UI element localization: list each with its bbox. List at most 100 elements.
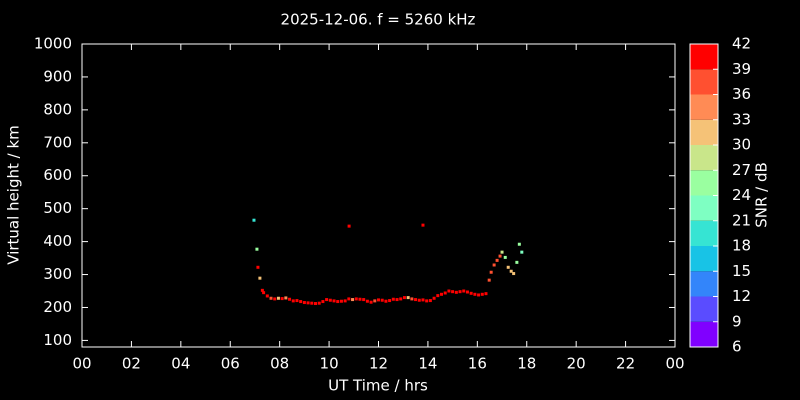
colorbar-tick-label: 30 <box>732 136 751 154</box>
data-point <box>252 218 256 222</box>
x-tick-label: 14 <box>418 355 437 373</box>
colorbar-band <box>690 296 718 322</box>
data-point <box>473 292 477 296</box>
data-point <box>440 292 444 296</box>
colorbar-tick-label: 27 <box>732 161 751 179</box>
data-point <box>276 296 280 300</box>
colorbar-tick-label: 12 <box>732 287 751 305</box>
data-point <box>369 300 373 304</box>
data-point <box>302 301 306 305</box>
data-point <box>295 299 299 303</box>
x-tick-label: 18 <box>517 355 536 373</box>
data-point <box>384 299 388 303</box>
y-tick-label: 1000 <box>34 35 72 53</box>
data-point <box>269 296 273 300</box>
y-tick-label: 200 <box>43 298 72 316</box>
data-point <box>417 298 421 302</box>
data-point <box>402 296 406 300</box>
y-tick-label: 600 <box>43 166 72 184</box>
data-point <box>256 265 260 269</box>
colorbar-tick-label: 42 <box>732 35 751 53</box>
data-point <box>395 298 399 302</box>
x-tick-label: 16 <box>468 355 487 373</box>
colorbar-tick-label: 39 <box>732 60 751 78</box>
data-point <box>451 290 455 294</box>
colorbar-tick-label: 15 <box>732 262 751 280</box>
data-point <box>517 242 521 246</box>
y-tick-label: 800 <box>43 100 72 118</box>
data-point <box>339 299 343 303</box>
colorbar-tick-label: 9 <box>732 312 742 330</box>
colorbar-tick-label: 18 <box>732 237 751 255</box>
data-point <box>465 290 469 294</box>
data-point <box>492 263 496 267</box>
colorbar-band <box>690 170 718 196</box>
plot-frame <box>81 43 676 348</box>
data-point <box>414 298 418 302</box>
data-point <box>469 291 473 295</box>
data-point <box>321 300 325 304</box>
data-point <box>288 297 292 301</box>
x-tick-label: 12 <box>369 355 388 373</box>
data-point <box>462 289 466 293</box>
data-point <box>262 291 266 295</box>
data-point <box>487 278 491 282</box>
x-tick-label: 06 <box>221 355 240 373</box>
data-point <box>347 297 351 301</box>
colorbar-band <box>690 119 718 145</box>
colorbar-band <box>690 145 718 171</box>
colorbar-tick-label: 36 <box>732 85 751 103</box>
colorbar-band <box>690 94 718 120</box>
data-point <box>299 300 303 304</box>
x-tick-label: 10 <box>320 355 339 373</box>
colorbar-band <box>690 220 718 246</box>
data-point <box>500 250 504 254</box>
y-tick-label: 100 <box>43 331 72 349</box>
data-point <box>291 299 295 303</box>
colorbar-band <box>690 246 718 272</box>
data-point <box>388 299 392 303</box>
data-point <box>377 298 380 302</box>
data-point <box>362 298 366 302</box>
data-point <box>509 269 513 273</box>
data-point <box>515 260 519 264</box>
x-tick-label: 22 <box>616 355 635 373</box>
colorbar-band <box>690 195 718 221</box>
data-point <box>428 299 432 303</box>
data-point <box>313 302 317 306</box>
y-tick-label: 700 <box>43 133 72 151</box>
x-tick-label: 20 <box>567 355 586 373</box>
colorbar-tick-label: 24 <box>732 186 751 204</box>
data-point <box>480 292 484 296</box>
x-tick-label: 08 <box>270 355 289 373</box>
data-point <box>273 297 277 301</box>
colorbar-tick-label: 6 <box>732 338 742 356</box>
data-point <box>410 297 414 301</box>
data-point <box>380 298 384 302</box>
data-point <box>421 298 425 302</box>
data-point <box>328 298 332 302</box>
data-point <box>503 255 507 259</box>
data-point <box>354 297 358 301</box>
data-point <box>512 272 516 276</box>
data-point <box>373 299 377 303</box>
data-point <box>260 288 264 292</box>
data-point <box>365 299 369 303</box>
data-point <box>484 292 488 296</box>
x-tick-label: 04 <box>171 355 190 373</box>
y-tick-label: 900 <box>43 67 72 85</box>
colorbar-band <box>690 69 718 95</box>
data-point <box>495 258 499 262</box>
colorbar-band <box>690 271 718 297</box>
data-point <box>498 254 502 258</box>
x-axis-label: UT Time / hrs <box>328 377 428 395</box>
colorbar-label: SNR / dB <box>753 162 771 228</box>
data-point <box>332 299 336 303</box>
data-point <box>406 296 410 300</box>
data-point <box>258 276 262 280</box>
data-point <box>325 298 329 302</box>
x-tick-label: 02 <box>122 355 141 373</box>
data-point <box>454 290 458 294</box>
x-tick-label: 00 <box>665 355 684 373</box>
